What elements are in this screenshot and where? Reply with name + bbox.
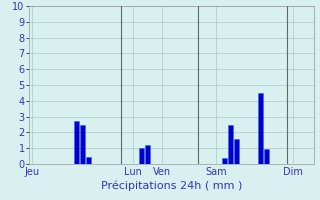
- Bar: [234, 139, 239, 164]
- Bar: [139, 148, 144, 164]
- Bar: [80, 125, 84, 164]
- Bar: [145, 145, 150, 164]
- X-axis label: Précipitations 24h ( mm ): Précipitations 24h ( mm ): [100, 181, 242, 191]
- Bar: [74, 121, 79, 164]
- Bar: [86, 157, 91, 164]
- Bar: [228, 125, 233, 164]
- Bar: [264, 149, 268, 164]
- Bar: [222, 158, 227, 164]
- Bar: [258, 93, 263, 164]
